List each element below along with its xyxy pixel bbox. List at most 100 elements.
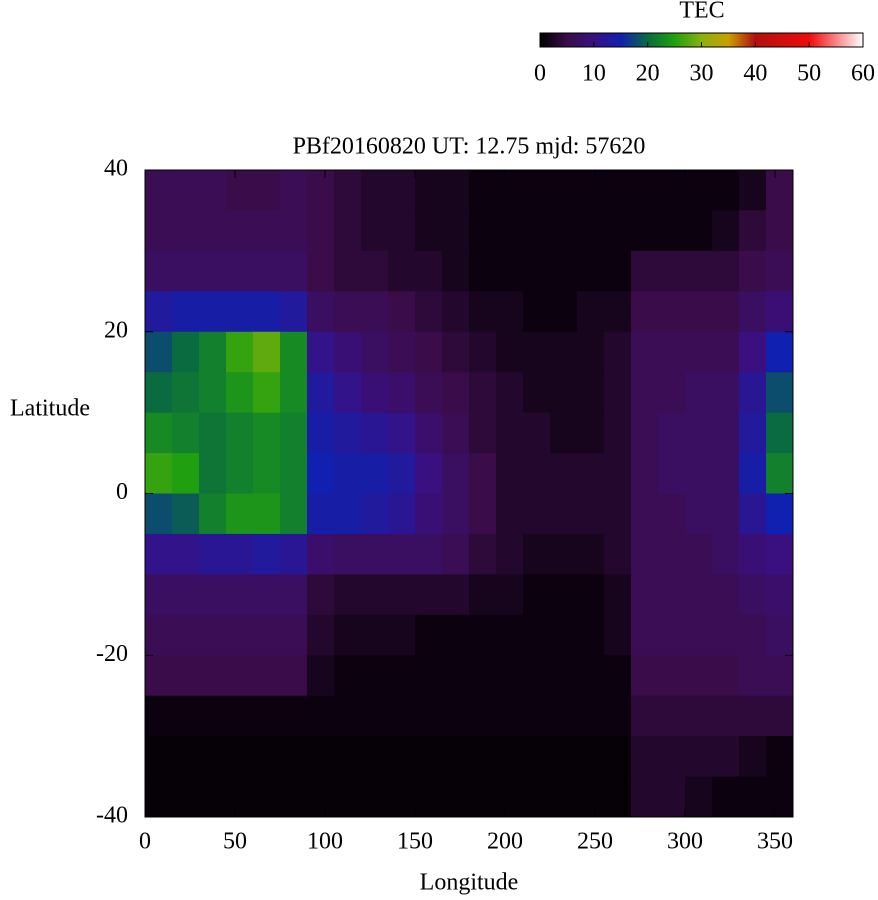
heatmap-cell xyxy=(739,695,767,737)
heatmap-cell xyxy=(577,170,605,211)
heatmap-cell xyxy=(577,776,605,818)
heatmap-cell xyxy=(631,614,659,656)
heatmap-cell xyxy=(739,574,767,616)
heatmap-cell xyxy=(307,493,335,535)
heatmap-cell xyxy=(442,614,470,656)
heatmap-cell xyxy=(388,291,416,333)
heatmap-cell xyxy=(199,695,227,737)
heatmap-cell xyxy=(523,250,551,292)
heatmap-cell xyxy=(604,250,632,292)
heatmap-cell xyxy=(361,776,389,818)
heatmap-cell xyxy=(631,291,659,333)
heatmap-cell xyxy=(199,372,227,414)
heatmap-cell xyxy=(739,453,767,494)
heatmap-cell xyxy=(334,170,362,211)
heatmap-cell xyxy=(523,412,551,454)
heatmap-cell xyxy=(442,776,470,818)
heatmap-cell xyxy=(199,453,227,494)
heatmap-cell xyxy=(226,412,254,454)
y-tick-label: 0 xyxy=(116,479,128,505)
heatmap-cell xyxy=(469,533,497,575)
heatmap-cell xyxy=(442,412,470,454)
heatmap-cell xyxy=(415,736,443,778)
heatmap-cell xyxy=(739,614,767,656)
heatmap-cell xyxy=(307,291,335,333)
heatmap-cell xyxy=(361,453,389,494)
heatmap-cell xyxy=(172,372,200,414)
heatmap-cell xyxy=(577,736,605,778)
heatmap-cell xyxy=(280,614,308,656)
heatmap-cell xyxy=(523,574,551,616)
heatmap-cell xyxy=(415,170,443,211)
heatmap-cell xyxy=(388,533,416,575)
heatmap-cell xyxy=(388,493,416,535)
heatmap-cell xyxy=(631,331,659,373)
x-tick-label: 0 xyxy=(139,829,151,855)
heatmap-cell xyxy=(199,776,227,818)
heatmap-cell xyxy=(658,170,686,211)
heatmap-cell xyxy=(280,695,308,737)
heatmap-cell xyxy=(550,776,578,818)
heatmap-cell xyxy=(172,412,200,454)
heatmap-cell xyxy=(685,170,713,211)
heatmap-cell xyxy=(361,372,389,414)
heatmap-cell xyxy=(442,331,470,373)
heatmap-cell xyxy=(280,372,308,414)
x-axis-label: Longitude xyxy=(420,870,519,896)
heatmap-cell xyxy=(550,695,578,737)
heatmap-cell xyxy=(442,493,470,535)
heatmap-cell xyxy=(145,695,173,737)
heatmap-cell xyxy=(361,412,389,454)
heatmap-cell xyxy=(199,291,227,333)
heatmap-cell xyxy=(307,776,335,818)
heatmap-cell xyxy=(739,291,767,333)
heatmap-cell xyxy=(496,170,524,211)
colorbar-tick-label: 20 xyxy=(636,61,660,87)
heatmap-cell xyxy=(388,331,416,373)
heatmap-cell xyxy=(631,250,659,292)
heatmap-cell xyxy=(334,655,362,697)
heatmap-cell xyxy=(280,291,308,333)
heatmap-cell xyxy=(496,614,524,656)
heatmap-cell xyxy=(172,170,200,211)
heatmap-cell xyxy=(739,210,767,252)
heatmap-cell xyxy=(415,574,443,616)
heatmap-cell xyxy=(658,614,686,656)
heatmap-cell xyxy=(550,493,578,535)
heatmap-cell xyxy=(199,493,227,535)
heatmap-cell xyxy=(226,695,254,737)
heatmap-cell xyxy=(550,412,578,454)
heatmap-cell xyxy=(361,736,389,778)
heatmap-cell xyxy=(766,250,794,292)
heatmap-cell xyxy=(199,331,227,373)
heatmap-cell xyxy=(766,574,794,616)
heatmap-cell xyxy=(685,331,713,373)
heatmap-cell xyxy=(658,210,686,252)
heatmap-cell xyxy=(712,412,740,454)
heatmap-cell xyxy=(280,493,308,535)
heatmap-cell xyxy=(145,533,173,575)
heatmap-cell xyxy=(280,533,308,575)
heatmap-cell xyxy=(496,776,524,818)
heatmap-cell xyxy=(631,533,659,575)
heatmap-cell xyxy=(766,695,794,737)
heatmap-cell xyxy=(523,493,551,535)
heatmap-cell xyxy=(415,493,443,535)
heatmap-cell xyxy=(469,250,497,292)
colorbar-tick-label: 0 xyxy=(534,61,546,87)
heatmap-cell xyxy=(712,331,740,373)
heatmap-cell xyxy=(658,331,686,373)
heatmap-cell xyxy=(496,372,524,414)
heatmap-cell xyxy=(685,655,713,697)
heatmap-cell xyxy=(307,614,335,656)
heatmap-cell xyxy=(199,574,227,616)
heatmap-cell xyxy=(199,533,227,575)
heatmap-cell xyxy=(496,250,524,292)
heatmap-cell xyxy=(280,210,308,252)
heatmap-cell xyxy=(172,210,200,252)
heatmap-cell xyxy=(145,776,173,818)
heatmap-cell xyxy=(172,331,200,373)
heatmap-cell xyxy=(631,776,659,818)
heatmap-cell xyxy=(496,574,524,616)
heatmap-cell xyxy=(334,614,362,656)
